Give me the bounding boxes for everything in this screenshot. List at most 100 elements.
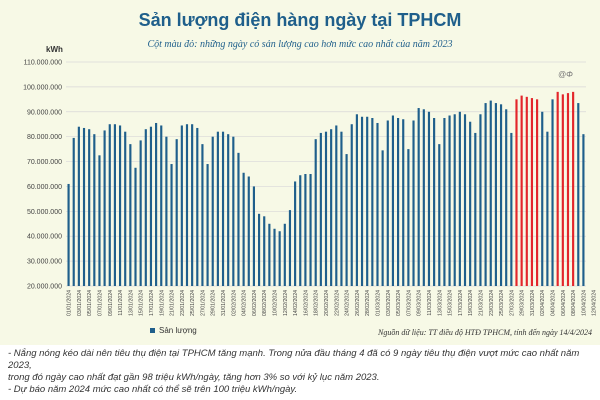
x-tick-label: 10/04/2024 (581, 290, 587, 316)
bar (551, 99, 554, 286)
bar-record (536, 99, 539, 286)
bar-record (572, 91, 575, 287)
bar (175, 139, 178, 286)
bar (304, 174, 307, 286)
y-tick-label: 30.000.000 (27, 259, 62, 266)
bar (546, 131, 549, 286)
bar (98, 155, 101, 286)
bar (247, 176, 250, 286)
legend-swatch (150, 328, 155, 334)
bar (93, 134, 96, 286)
bar (448, 115, 451, 286)
x-tick-label: 13/01/2024 (128, 290, 134, 316)
bar (386, 120, 389, 287)
x-tick-label: 18/02/2024 (314, 290, 320, 316)
x-tick-label: 15/03/2024 (448, 290, 454, 316)
x-tick-label: 24/02/2024 (345, 290, 351, 316)
y-tick-label: 100.000.000 (23, 84, 62, 91)
bar (391, 115, 395, 286)
bar (221, 131, 225, 286)
x-tick-label: 21/03/2024 (478, 290, 484, 316)
bar (206, 164, 209, 286)
bar (165, 136, 168, 286)
bar (381, 150, 384, 286)
note-line: - Nắng nóng kéo dài nên tiêu thụ điện tạ… (8, 348, 580, 371)
bar (103, 130, 106, 286)
bar (412, 120, 415, 287)
bar (340, 131, 343, 286)
x-tick-label: 01/03/2024 (375, 290, 381, 316)
x-tick-label: 04/04/2024 (551, 290, 557, 316)
bar-record (525, 96, 528, 286)
bar (582, 134, 585, 286)
bar (273, 228, 276, 286)
bar (144, 129, 147, 286)
y-tick-label: 50.000.000 (27, 209, 62, 216)
note-line: trong đó ngày cao nhất đạt gần 98 triệu … (8, 372, 380, 383)
x-tick-label: 13/03/2024 (437, 290, 443, 316)
bar (294, 181, 297, 286)
bar (345, 154, 348, 286)
x-tick-label: 22/02/2024 (334, 290, 340, 316)
bar (242, 172, 245, 286)
chart-title: Sản lượng điện hàng ngày tại TPHCM (138, 10, 462, 30)
bar (499, 104, 503, 286)
y-tick-label: 60.000.000 (27, 184, 62, 191)
bar (505, 109, 508, 286)
bar-record (515, 99, 518, 286)
bar (577, 103, 580, 286)
bar (330, 129, 333, 286)
bar (278, 231, 281, 286)
x-tick-label: 06/04/2024 (561, 290, 567, 316)
x-tick-label: 05/01/2024 (87, 290, 93, 316)
bar (443, 118, 446, 286)
bar (160, 125, 163, 286)
legend-label: Sản lượng (159, 326, 197, 335)
bar-chart: 110.000.000 100.000.000 90.000.000 80.000.0… (23, 60, 598, 316)
bar (283, 223, 286, 286)
bar (438, 144, 441, 286)
x-tick-label: 03/01/2024 (77, 290, 83, 316)
bar (257, 213, 261, 286)
bar (82, 127, 86, 287)
bar (124, 131, 127, 286)
bar (376, 122, 379, 286)
x-tick-label: 19/01/2024 (159, 290, 165, 316)
bar (263, 216, 266, 286)
y-tick-label: 40.000.000 (27, 234, 62, 241)
watermark: @Φ (558, 70, 573, 79)
bar (118, 125, 122, 286)
bar (433, 118, 436, 286)
bar (155, 122, 158, 286)
bar (314, 139, 317, 286)
bar (252, 186, 255, 286)
bar (458, 111, 461, 286)
y-tick-label: 20.000.000 (27, 284, 62, 291)
x-tick-label: 17/01/2024 (149, 290, 155, 316)
bar (288, 210, 292, 286)
x-tick-label: 25/03/2024 (499, 290, 505, 316)
x-tick-label: 23/01/2024 (180, 290, 186, 316)
bar (319, 132, 322, 286)
bar (201, 144, 204, 286)
legend: Sản lượng (150, 326, 197, 335)
bar (371, 118, 374, 286)
x-tick-label: 11/01/2024 (118, 290, 124, 316)
bar (170, 164, 173, 286)
x-tick-label: 23/03/2024 (489, 290, 495, 316)
bar (541, 111, 544, 286)
bar (216, 131, 219, 286)
bar (494, 103, 497, 286)
bar (484, 103, 487, 286)
bar (134, 167, 137, 286)
bar (139, 140, 142, 286)
y-tick-label: 90.000.000 (27, 109, 62, 116)
y-tick-label: 80.000.000 (27, 134, 62, 141)
bar (397, 118, 400, 286)
bar (180, 125, 183, 286)
bar (350, 124, 353, 286)
bar (489, 100, 492, 286)
x-tick-label: 11/03/2024 (427, 290, 433, 316)
x-tick-label: 12/02/2024 (283, 290, 289, 316)
bar (366, 116, 369, 286)
